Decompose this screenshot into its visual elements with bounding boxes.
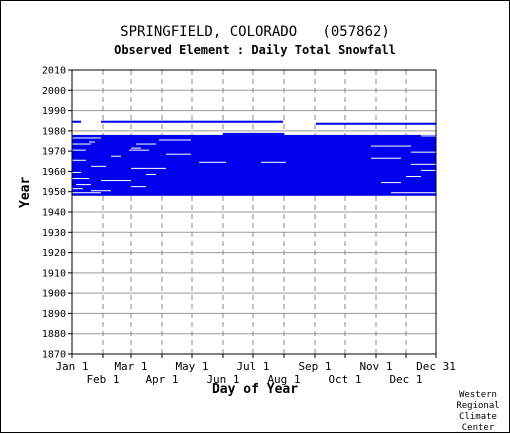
y-tick-label: 1960 — [42, 167, 66, 178]
y-tick-label: 2010 — [42, 66, 66, 77]
credit-line: Western — [459, 390, 497, 400]
y-tick-label: 1940 — [42, 208, 66, 219]
missing-gap — [381, 182, 401, 184]
missing-gap — [72, 159, 86, 161]
x-tick-label: Nov 1 — [359, 360, 392, 373]
missing-gap — [261, 161, 286, 163]
missing-gap — [101, 180, 131, 182]
y-tick-label: 1920 — [42, 248, 66, 259]
missing-gap — [76, 184, 91, 186]
x-tick-label: Feb 1 — [86, 373, 119, 386]
missing-gap — [411, 151, 436, 153]
data-block — [223, 132, 284, 135]
missing-gap — [72, 143, 91, 145]
y-tick-label: 1990 — [42, 106, 66, 117]
chart-subtitle: Observed Element : Daily Total Snowfall — [114, 43, 396, 57]
missing-gap — [111, 155, 121, 157]
y-tick-label: 1870 — [42, 350, 66, 361]
missing-gap — [146, 173, 156, 175]
x-tick-label: Jan 1 — [55, 360, 88, 373]
missing-gap — [131, 186, 146, 188]
missing-gap — [91, 190, 111, 192]
x-tick-label: Mar 1 — [114, 360, 147, 373]
missing-gap — [72, 149, 86, 151]
missing-gap — [199, 161, 226, 163]
missing-gap — [89, 141, 95, 143]
missing-gap — [129, 149, 149, 151]
y-tick-label: 2000 — [42, 86, 66, 97]
missing-gap — [159, 139, 191, 141]
chart-title: SPRINGFIELD, COLORADO (057862) — [120, 24, 390, 40]
missing-gap — [91, 165, 106, 167]
data-block — [101, 120, 283, 123]
data-block — [72, 120, 81, 123]
missing-gap — [411, 163, 436, 165]
x-tick-label: Jul 1 — [236, 360, 269, 373]
missing-gap — [72, 171, 81, 173]
missing-gap — [136, 143, 156, 145]
missing-gap — [72, 178, 89, 180]
data-block — [72, 134, 436, 196]
x-tick-label: Dec 1 — [389, 373, 422, 386]
data-block — [316, 122, 436, 125]
x-axis-label: Day of Year — [211, 382, 299, 397]
y-tick-label: 1910 — [42, 268, 66, 279]
missing-gap — [421, 169, 436, 171]
y-tick-label: 1890 — [42, 309, 66, 320]
missing-gap — [72, 137, 101, 139]
x-tick-label: Apr 1 — [145, 373, 178, 386]
x-tick-label: Jun 1 — [206, 373, 239, 386]
credit-line: Climate — [459, 412, 497, 422]
missing-gap — [421, 135, 436, 137]
x-tick-label: May 1 — [175, 360, 208, 373]
x-tick-label: Sep 1 — [298, 360, 331, 373]
credit-block: Western Regional Climate Center — [450, 390, 506, 434]
x-tick-label: Dec 31 — [416, 360, 456, 373]
y-tick-label: 1950 — [42, 187, 66, 198]
missing-gap — [391, 192, 436, 194]
credit-line: Regional — [456, 401, 500, 411]
x-tick-label: Aug 1 — [267, 373, 300, 386]
credit-line: Center — [461, 423, 495, 433]
missing-gap — [406, 175, 421, 178]
missing-gap — [131, 147, 141, 149]
y-tick-label: 1980 — [42, 126, 66, 137]
y-tick-label: 1900 — [42, 289, 66, 300]
y-tick-label: 1970 — [42, 147, 66, 158]
missing-gap — [166, 153, 191, 155]
y-tick-label: 1880 — [42, 329, 66, 340]
missing-gap — [371, 145, 411, 147]
missing-gap — [72, 192, 101, 194]
missing-gap — [131, 167, 166, 169]
y-tick-label: 1930 — [42, 228, 66, 239]
missing-gap — [371, 157, 401, 159]
missing-gap — [72, 188, 83, 190]
y-axis-label: Year — [18, 176, 33, 208]
x-tick-label: Oct 1 — [328, 373, 361, 386]
